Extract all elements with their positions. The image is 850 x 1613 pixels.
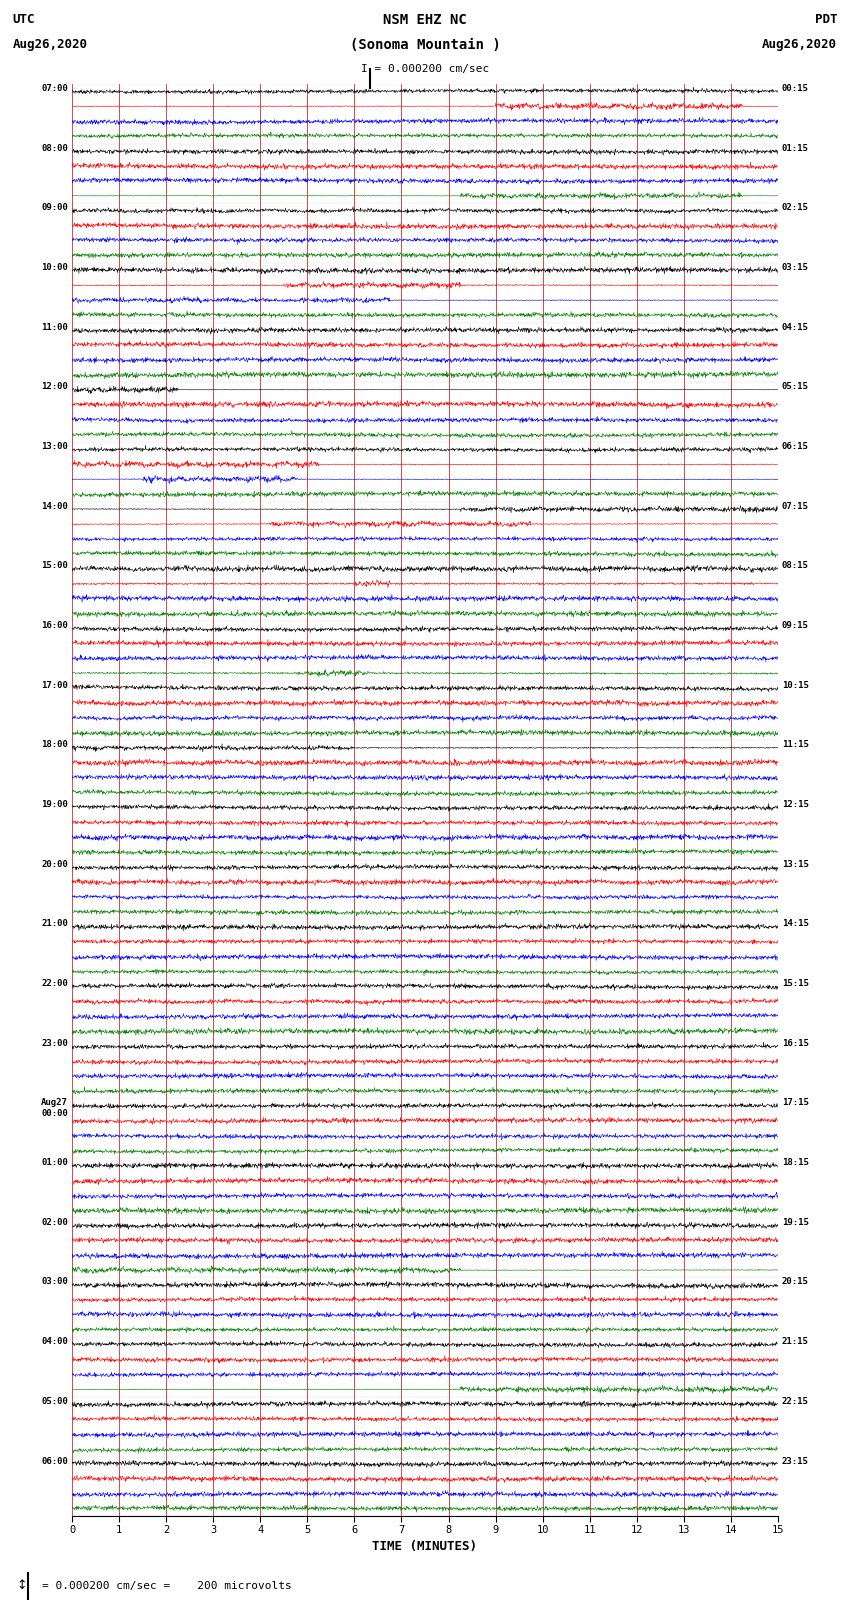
Text: 16:00: 16:00 — [41, 621, 68, 631]
Text: 12:00: 12:00 — [41, 382, 68, 392]
Text: 08:00: 08:00 — [41, 144, 68, 153]
Text: 01:15: 01:15 — [782, 144, 809, 153]
Text: 22:15: 22:15 — [782, 1397, 809, 1407]
Text: 21:00: 21:00 — [41, 919, 68, 929]
Text: 08:15: 08:15 — [782, 561, 809, 571]
Text: 09:15: 09:15 — [782, 621, 809, 631]
Text: 14:00: 14:00 — [41, 502, 68, 511]
Text: 10:00: 10:00 — [41, 263, 68, 273]
Text: PDT: PDT — [815, 13, 837, 26]
Text: (Sonoma Mountain ): (Sonoma Mountain ) — [349, 39, 501, 52]
Text: 04:15: 04:15 — [782, 323, 809, 332]
Text: 20:15: 20:15 — [782, 1277, 809, 1287]
X-axis label: TIME (MINUTES): TIME (MINUTES) — [372, 1540, 478, 1553]
Text: 04:00: 04:00 — [41, 1337, 68, 1347]
Text: 03:15: 03:15 — [782, 263, 809, 273]
Text: 19:15: 19:15 — [782, 1218, 809, 1227]
Text: Aug27
00:00: Aug27 00:00 — [41, 1098, 68, 1118]
Text: 14:15: 14:15 — [782, 919, 809, 929]
Text: 23:00: 23:00 — [41, 1039, 68, 1048]
Text: 01:00: 01:00 — [41, 1158, 68, 1168]
Text: 18:15: 18:15 — [782, 1158, 809, 1168]
Text: 05:15: 05:15 — [782, 382, 809, 392]
Text: 11:15: 11:15 — [782, 740, 809, 750]
Text: Aug26,2020: Aug26,2020 — [13, 39, 88, 52]
Text: 20:00: 20:00 — [41, 860, 68, 869]
Text: 13:15: 13:15 — [782, 860, 809, 869]
Text: I = 0.000200 cm/sec: I = 0.000200 cm/sec — [361, 65, 489, 74]
Text: 07:15: 07:15 — [782, 502, 809, 511]
Text: NSM EHZ NC: NSM EHZ NC — [383, 13, 467, 26]
Text: 22:00: 22:00 — [41, 979, 68, 989]
Text: 02:15: 02:15 — [782, 203, 809, 213]
Text: 16:15: 16:15 — [782, 1039, 809, 1048]
Text: 10:15: 10:15 — [782, 681, 809, 690]
Text: 17:00: 17:00 — [41, 681, 68, 690]
Text: 21:15: 21:15 — [782, 1337, 809, 1347]
Text: 03:00: 03:00 — [41, 1277, 68, 1287]
Text: 00:15: 00:15 — [782, 84, 809, 94]
Text: 06:15: 06:15 — [782, 442, 809, 452]
Text: 02:00: 02:00 — [41, 1218, 68, 1227]
Text: 17:15: 17:15 — [782, 1098, 809, 1108]
Text: 09:00: 09:00 — [41, 203, 68, 213]
Text: 15:15: 15:15 — [782, 979, 809, 989]
Text: = 0.000200 cm/sec =    200 microvolts: = 0.000200 cm/sec = 200 microvolts — [42, 1581, 292, 1590]
Text: Aug26,2020: Aug26,2020 — [762, 39, 837, 52]
Text: 19:00: 19:00 — [41, 800, 68, 810]
Text: 18:00: 18:00 — [41, 740, 68, 750]
Text: 07:00: 07:00 — [41, 84, 68, 94]
Text: 23:15: 23:15 — [782, 1457, 809, 1466]
Text: 11:00: 11:00 — [41, 323, 68, 332]
Text: 05:00: 05:00 — [41, 1397, 68, 1407]
Text: 13:00: 13:00 — [41, 442, 68, 452]
Text: 15:00: 15:00 — [41, 561, 68, 571]
Text: ↕: ↕ — [17, 1579, 27, 1592]
Text: UTC: UTC — [13, 13, 35, 26]
Text: 06:00: 06:00 — [41, 1457, 68, 1466]
Text: 12:15: 12:15 — [782, 800, 809, 810]
